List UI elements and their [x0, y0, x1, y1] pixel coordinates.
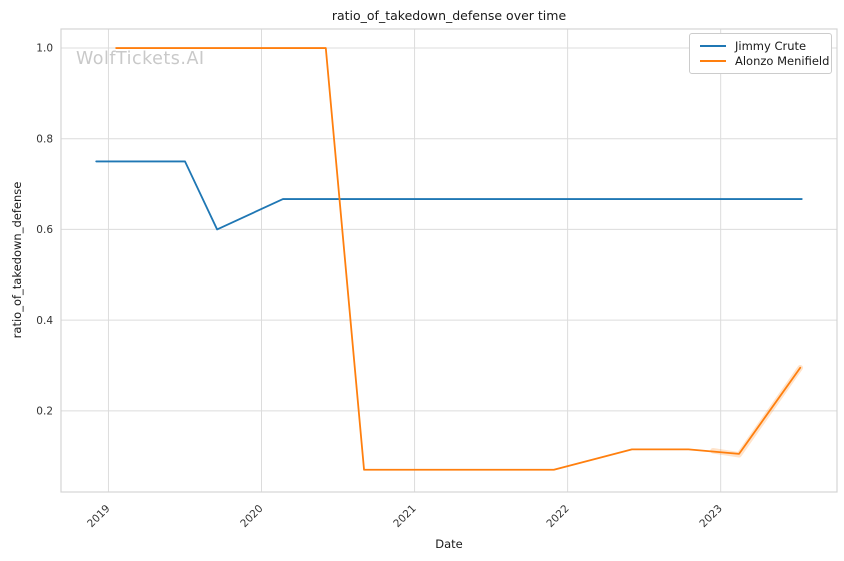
legend: Jimmy Crute Alonzo Menifield: [689, 33, 832, 74]
series-line-alonzo-menifield: [115, 47, 802, 471]
legend-item-jimmy-crute: Jimmy Crute: [700, 38, 823, 54]
series-line-jimmy-crute: [95, 160, 803, 231]
legend-line-swatch-orange: [700, 60, 726, 63]
x-tick-label-2022: 2022: [544, 503, 571, 530]
x-tick-label-2021: 2021: [391, 503, 418, 530]
y-tick-label-0.4: 0.4: [36, 315, 53, 327]
x-axis-label: Date: [435, 537, 463, 551]
legend-line-swatch-blue: [700, 44, 726, 47]
y-tick-label-0.8: 0.8: [36, 133, 53, 145]
watermark: WolfTickets.AI: [76, 49, 205, 69]
plot-border: [60, 28, 838, 493]
x-tick-label-2019: 2019: [85, 503, 112, 530]
x-tick-label-2023: 2023: [697, 503, 724, 530]
legend-label-alonzo-menifield: Alonzo Menifield: [735, 54, 830, 69]
y-tick-label-0.6: 0.6: [36, 224, 53, 236]
x-tick-label-2020: 2020: [238, 503, 265, 530]
y-tick-label-1.0: 1.0: [36, 43, 53, 55]
chart-title: ratio_of_takedown_defense over time: [331, 8, 567, 23]
legend-label-jimmy-crute: Jimmy Crute: [735, 38, 807, 53]
legend-item-alonzo-menifield: Alonzo Menifield: [700, 54, 829, 70]
y-axis-label: ratio_of_takedown_defense: [10, 181, 24, 339]
y-tick-label-0.2: 0.2: [36, 406, 53, 418]
